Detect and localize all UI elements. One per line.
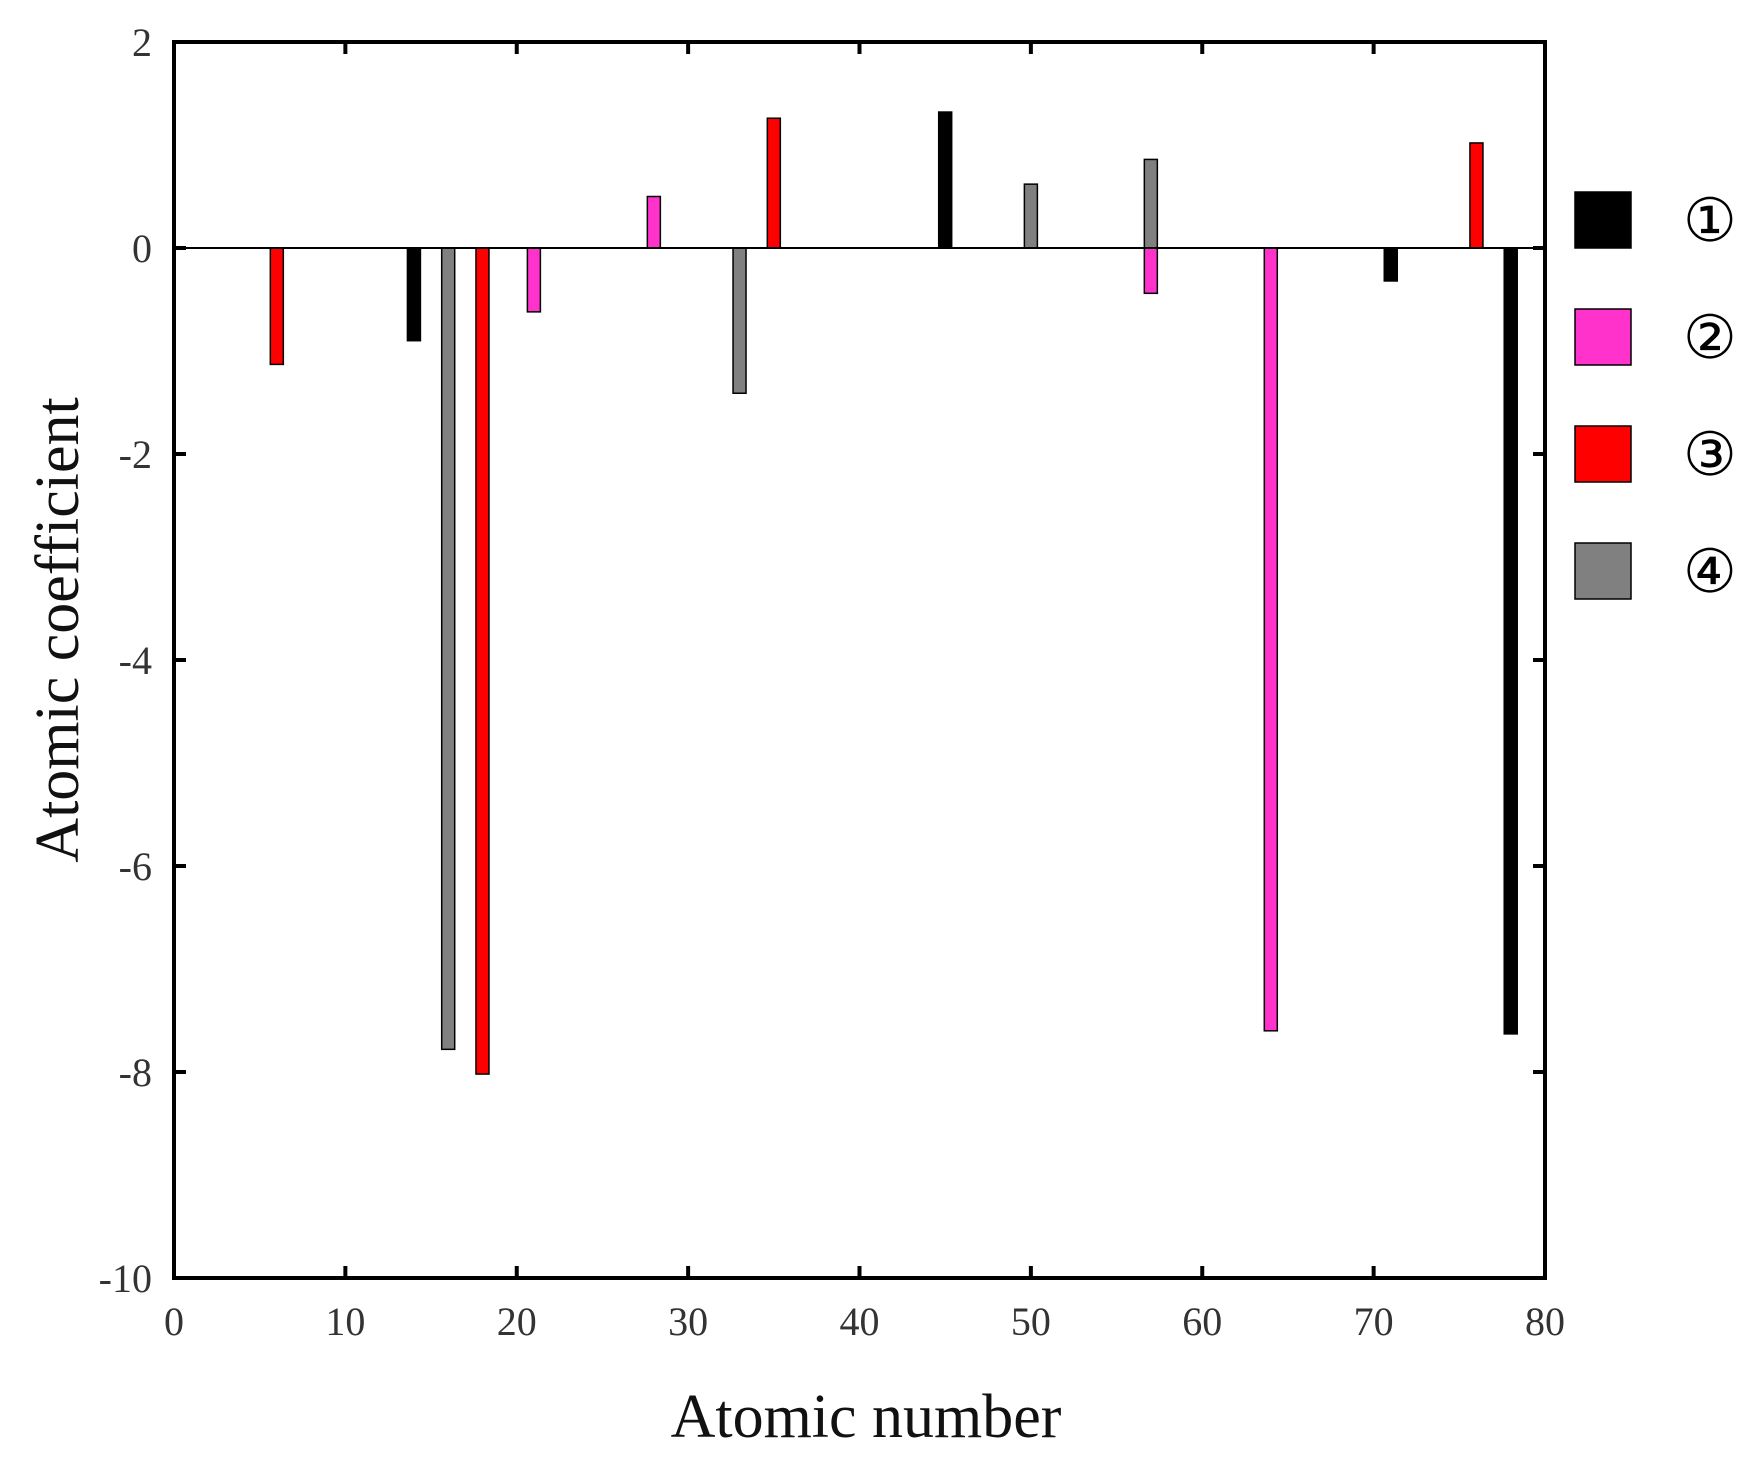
legend-swatch-3 [1575,426,1631,482]
legend-label-4: ④ [1683,537,1737,607]
bar-series-3-point-1 [270,248,283,364]
y-tick-label: -6 [119,844,152,889]
x-tick-label: 30 [668,1299,708,1344]
legend-label-3: ③ [1683,420,1737,490]
y-tick-label: -10 [99,1256,152,1301]
y-tick-label: 0 [132,226,152,271]
bar-series-2-point-1 [527,248,540,312]
bar-series-1-point-4 [1504,248,1517,1034]
x-tick-label: 40 [840,1299,880,1344]
bar-series-3-point-2 [476,248,489,1074]
bar-series-4-point-3 [1024,184,1037,248]
legend-label-2: ② [1683,303,1737,373]
x-axis-title: Atomic number [671,1383,1062,1451]
x-tick-label: 0 [164,1299,184,1344]
y-tick-label: 2 [132,20,152,65]
bar-series-1-point-3 [1384,248,1397,281]
bar-series-1-point-2 [939,112,952,248]
x-tick-label: 60 [1182,1299,1222,1344]
legend-swatch-4 [1575,543,1631,599]
y-tick-label: -8 [119,1050,152,1095]
legend-label-1: ① [1683,186,1737,256]
bar-series-2-point-4 [1264,248,1277,1031]
bar-series-4-point-2 [733,248,746,393]
y-tick-label: -4 [119,638,152,683]
bar-series-2-point-3 [1144,248,1157,293]
bar-series-3-point-4 [1470,143,1483,248]
bar-series-3-point-3 [767,118,780,248]
x-tick-label: 10 [325,1299,365,1344]
y-axis-title: Atomic coefficient [24,397,92,862]
x-tick-label: 80 [1525,1299,1565,1344]
bar-series-4-point-4 [1144,159,1157,248]
bar-series-4-point-1 [442,248,455,1049]
x-tick-label: 50 [1011,1299,1051,1344]
x-tick-label: 20 [497,1299,537,1344]
y-tick-label: -2 [119,432,152,477]
x-tick-label: 70 [1354,1299,1394,1344]
legend-swatch-1 [1575,192,1631,248]
legend-swatch-2 [1575,309,1631,365]
bar-series-2-point-2 [647,197,660,249]
bar-series-1-point-1 [407,248,420,341]
